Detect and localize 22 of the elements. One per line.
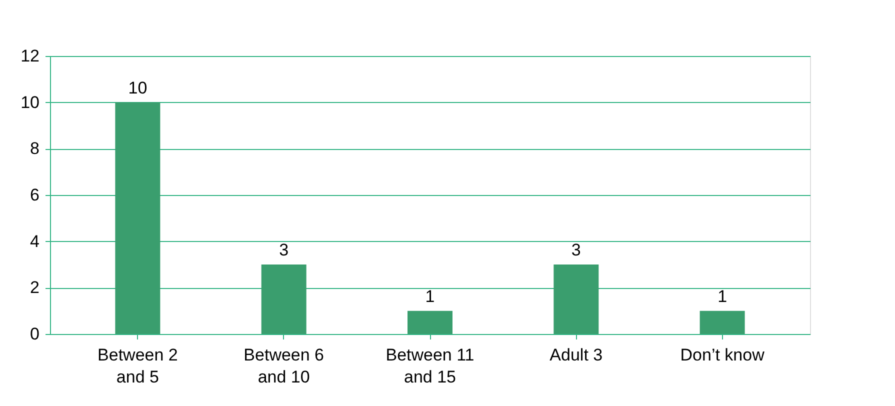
x-tick-label: Between 11 and 15 [386, 346, 474, 386]
data-label: 10 [128, 78, 148, 98]
data-label: 1 [425, 286, 435, 306]
x-tick-label: Between 2 and 5 [98, 346, 178, 386]
y-tick-label: 12 [20, 46, 40, 66]
bar [115, 102, 160, 334]
y-tick-label: 6 [30, 186, 40, 204]
bar [554, 264, 599, 334]
bar [261, 264, 306, 334]
data-label: 3 [279, 240, 289, 260]
y-tick-label: 8 [30, 139, 40, 158]
y-tick-label: 10 [20, 92, 40, 112]
data-label: 1 [718, 286, 728, 306]
bar [408, 310, 452, 334]
x-tick-label: Between 6 and 10 [244, 346, 324, 386]
y-tick-label: 2 [30, 278, 40, 298]
x-tick-label: Don’t know [680, 346, 766, 364]
data-label: 3 [571, 240, 581, 260]
y-tick-label: 0 [30, 324, 40, 344]
bar [700, 310, 745, 334]
y-tick-label: 4 [30, 232, 40, 251]
x-tick-label: Adult 3 [550, 346, 603, 364]
